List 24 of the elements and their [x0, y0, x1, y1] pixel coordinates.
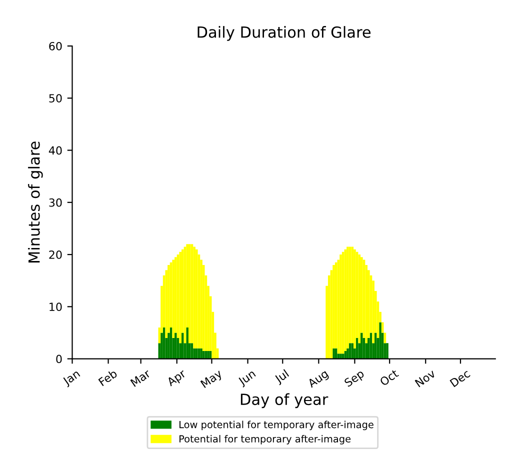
y-tick-label: 10 [50, 302, 62, 312]
chart-title: Daily Duration of Glare [198, 26, 371, 41]
x-tick-label: Nov [414, 368, 436, 388]
y-tick-label: 20 [49, 250, 62, 259]
x-tick-label: Jul [274, 369, 290, 386]
x-tick-label: Apr [166, 368, 188, 388]
x-tick-label: Sep [344, 369, 366, 389]
x-tick-label: Oct [379, 368, 400, 386]
x-tick-label: Dec [450, 369, 471, 388]
legend-label: Low potential for temporary after-image [180, 420, 374, 430]
x-tick-label: Aug [306, 369, 330, 390]
x-tick-label: Feb [98, 368, 118, 386]
x-tick-label: Mar [130, 368, 152, 387]
y-tick-label: 0 [56, 354, 62, 364]
y-tick-label: 60 [49, 42, 62, 50]
x-tick-label: Jan [62, 369, 82, 388]
x-tick-label: Jun [237, 369, 258, 388]
legend-label: Potential for temporary after-image [180, 434, 351, 444]
y-axis-title: Minutes of glare [28, 142, 43, 263]
y-tick-label: 40 [48, 146, 62, 155]
y-tick-label: 50 [49, 94, 62, 103]
y-tick-label: 30 [49, 198, 62, 207]
x-axis-title: Day of year [240, 393, 328, 408]
x-tick-label: May [200, 368, 224, 390]
